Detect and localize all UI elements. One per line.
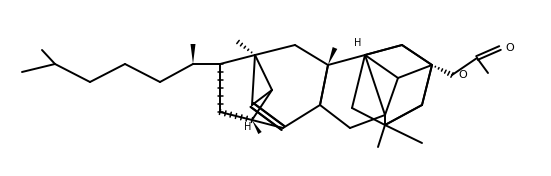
- Text: O: O: [458, 70, 467, 80]
- Text: H: H: [354, 38, 361, 48]
- Polygon shape: [252, 120, 262, 134]
- Polygon shape: [328, 47, 337, 65]
- Polygon shape: [191, 44, 196, 64]
- Text: H: H: [244, 122, 252, 132]
- Text: O: O: [505, 43, 514, 53]
